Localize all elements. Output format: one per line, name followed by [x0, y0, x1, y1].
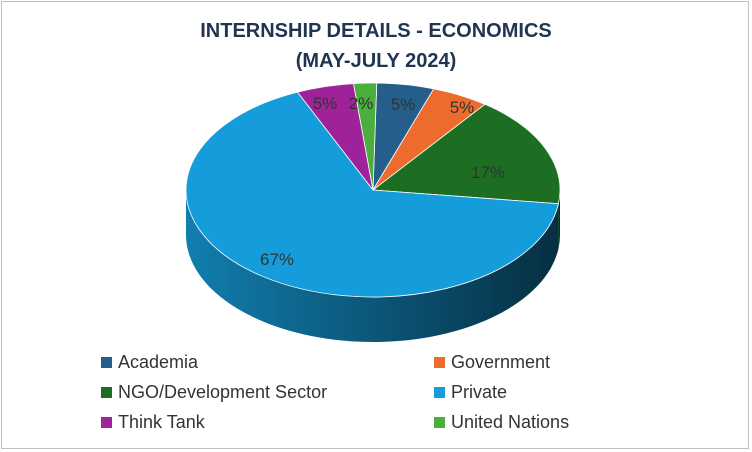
legend-label: NGO/Development Sector: [118, 381, 328, 402]
pie-slice-ngo-development-sector: [371, 103, 561, 205]
legend-swatch: [434, 386, 445, 398]
pie-slice-side-ngo-development-sector: [558, 190, 561, 249]
legend-item-government: Government: [434, 351, 550, 373]
legend-item-united-nations: United Nations: [434, 411, 569, 433]
legend-label: Think Tank: [118, 411, 205, 432]
legend-item-private: Private: [434, 381, 507, 403]
data-label-private: 67%: [260, 250, 294, 269]
pie-slice-united-nations: [353, 82, 378, 191]
legend-swatch: [101, 416, 112, 428]
data-label-ngo-development-sector: 17%: [471, 163, 505, 182]
pie-slice-side-private: [186, 190, 559, 342]
legend-label: Private: [451, 381, 508, 402]
legend-item-ngo-development-sector: NGO/Development Sector: [101, 381, 327, 403]
pie-slice-private: [185, 91, 559, 298]
data-label-academia: 5%: [391, 95, 416, 114]
legend-swatch: [434, 416, 445, 428]
legend-swatch: [101, 386, 112, 398]
legend-swatch: [434, 356, 445, 368]
chart-title: INTERNSHIP DETAILS - ECONOMICS (MAY-JULY…: [200, 20, 552, 72]
legend-item-think-tank: Think Tank: [101, 411, 205, 433]
data-label-think-tank: 5%: [313, 94, 338, 113]
data-label-united-nations: 2%: [349, 94, 374, 113]
data-label-government: 5%: [450, 98, 475, 117]
legend-swatch: [101, 356, 112, 368]
legend-label: United Nations: [451, 411, 570, 432]
legend-label: Academia: [118, 351, 199, 372]
legend-item-academia: Academia: [101, 351, 198, 373]
legend-label: Government: [451, 351, 551, 372]
